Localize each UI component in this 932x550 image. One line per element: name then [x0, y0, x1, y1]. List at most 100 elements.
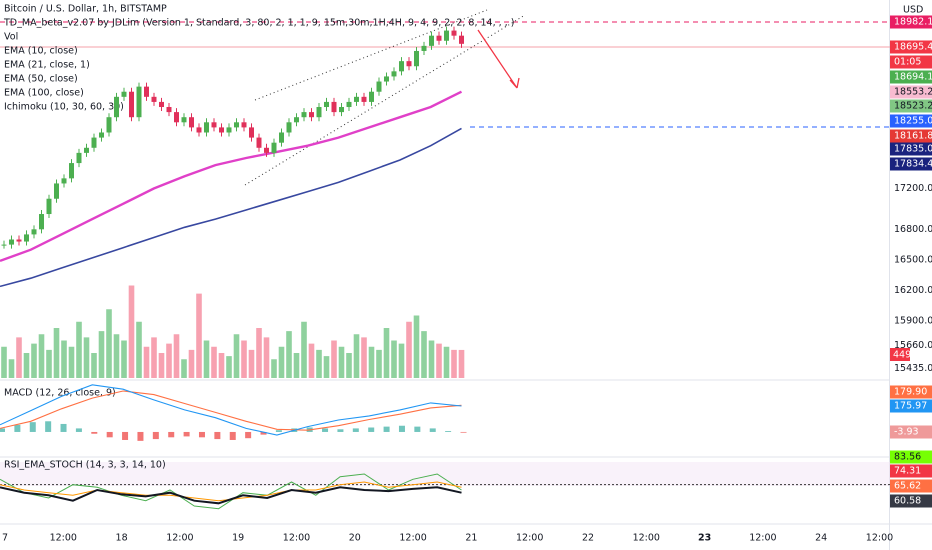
volume-bar	[256, 328, 262, 378]
indicator-label: Vol	[4, 32, 18, 43]
volume-bar	[316, 349, 322, 378]
chart-title: Bitcoin / U.S. Dollar, 1h, BITSTAMP	[4, 4, 167, 15]
x-tick-label: 12:00	[283, 533, 310, 544]
macd-hist	[260, 431, 267, 435]
macd-hist	[322, 428, 329, 432]
volume-bar	[413, 315, 420, 378]
macd-hist	[137, 431, 144, 441]
y-tick-label: 15660.00	[894, 340, 932, 351]
volume-bar	[286, 331, 292, 378]
macd-hist	[14, 424, 21, 432]
x-tick-label: 12:00	[633, 533, 660, 544]
price-badge-label: 65.62	[894, 481, 921, 492]
candle	[256, 137, 262, 148]
candle	[114, 96, 119, 118]
price-badge	[890, 142, 932, 156]
volume-bar	[203, 340, 210, 378]
volume-bar	[151, 337, 157, 378]
candle	[69, 163, 74, 179]
y-tick-label: 17200.00	[894, 183, 932, 194]
candle	[219, 127, 224, 133]
x-tick-label: 23	[698, 533, 711, 544]
candle	[346, 101, 352, 108]
volume-bar	[368, 346, 375, 378]
indicator-label: EMA (100, close)	[4, 88, 84, 99]
volume-bar	[143, 346, 150, 378]
volume-bar	[233, 334, 240, 378]
x-tick-label: 12:00	[399, 533, 426, 544]
volume-bar	[113, 334, 120, 378]
macd-hist	[460, 431, 467, 433]
price-badge-label: 179.90	[894, 387, 927, 398]
volume-bar	[196, 293, 202, 378]
volume-bar	[458, 349, 465, 378]
candle	[294, 117, 299, 123]
volume-bar	[323, 356, 330, 378]
price-badge-label: 18982.13	[894, 17, 932, 28]
price-badge-label: 18523.23	[894, 101, 932, 112]
candle	[406, 61, 412, 67]
price-badge-label: 74.31	[894, 466, 921, 477]
macd-hist	[29, 422, 36, 432]
macd-hist	[45, 421, 52, 432]
candle	[91, 137, 97, 148]
price-badge-label: 175.97	[894, 401, 927, 412]
candle	[444, 30, 449, 41]
x-tick-label: 12:00	[516, 533, 543, 544]
volume-bar	[16, 337, 22, 378]
indicator-label: EMA (21, close, 1)	[4, 60, 90, 71]
candle	[264, 147, 269, 153]
price-badge	[890, 450, 932, 464]
candle	[106, 117, 112, 133]
price-badge-label: 17835.05	[894, 144, 932, 155]
price-badge-label: 01:05	[894, 57, 921, 68]
volume-bar	[391, 340, 397, 378]
candle	[189, 117, 194, 128]
x-tick-label: 12:00	[749, 533, 776, 544]
candle	[271, 142, 277, 153]
volume-bar	[226, 356, 232, 378]
candle	[459, 35, 464, 44]
volume-bar	[263, 337, 270, 378]
price-badge	[890, 70, 932, 84]
signal-line	[0, 390, 462, 431]
x-tick-label: 21	[465, 533, 477, 544]
volume-bar	[8, 359, 15, 378]
macd-hist	[183, 431, 190, 437]
volume-bar	[128, 285, 135, 378]
price-badge	[890, 55, 932, 69]
candle	[286, 122, 292, 133]
rsi-band	[0, 462, 890, 486]
y-tick-label: 15900.00	[894, 316, 932, 327]
price-badge	[890, 425, 932, 439]
volume-bar	[98, 331, 105, 378]
candle	[309, 112, 314, 118]
macd-hist	[398, 425, 405, 432]
candle	[339, 107, 344, 113]
volume-bar	[278, 346, 285, 378]
candle	[61, 178, 67, 184]
x-tick-label: 18	[116, 533, 128, 544]
volume-bar	[376, 349, 382, 378]
x-tick-label: 20	[349, 533, 361, 544]
candle	[204, 122, 209, 133]
volume-bar	[68, 346, 75, 378]
price-badge-label: -3.93	[894, 427, 919, 438]
x-tick-label: 12:00	[866, 533, 893, 544]
arrow	[477, 29, 520, 89]
macd-hist	[198, 431, 205, 438]
volume-bar	[188, 349, 195, 378]
macd-hist	[429, 428, 436, 432]
volume-bar	[91, 353, 97, 378]
price-badge-label: 18161.81	[894, 131, 932, 142]
price-badge	[890, 479, 932, 493]
candle	[421, 45, 427, 51]
macd-hist	[245, 431, 252, 439]
currency: USD	[903, 5, 923, 16]
macd-hist	[275, 430, 282, 432]
volume-bar	[158, 353, 165, 378]
candle	[391, 71, 397, 77]
x-tick-label: 19	[232, 533, 244, 544]
volume-badge	[890, 348, 910, 361]
